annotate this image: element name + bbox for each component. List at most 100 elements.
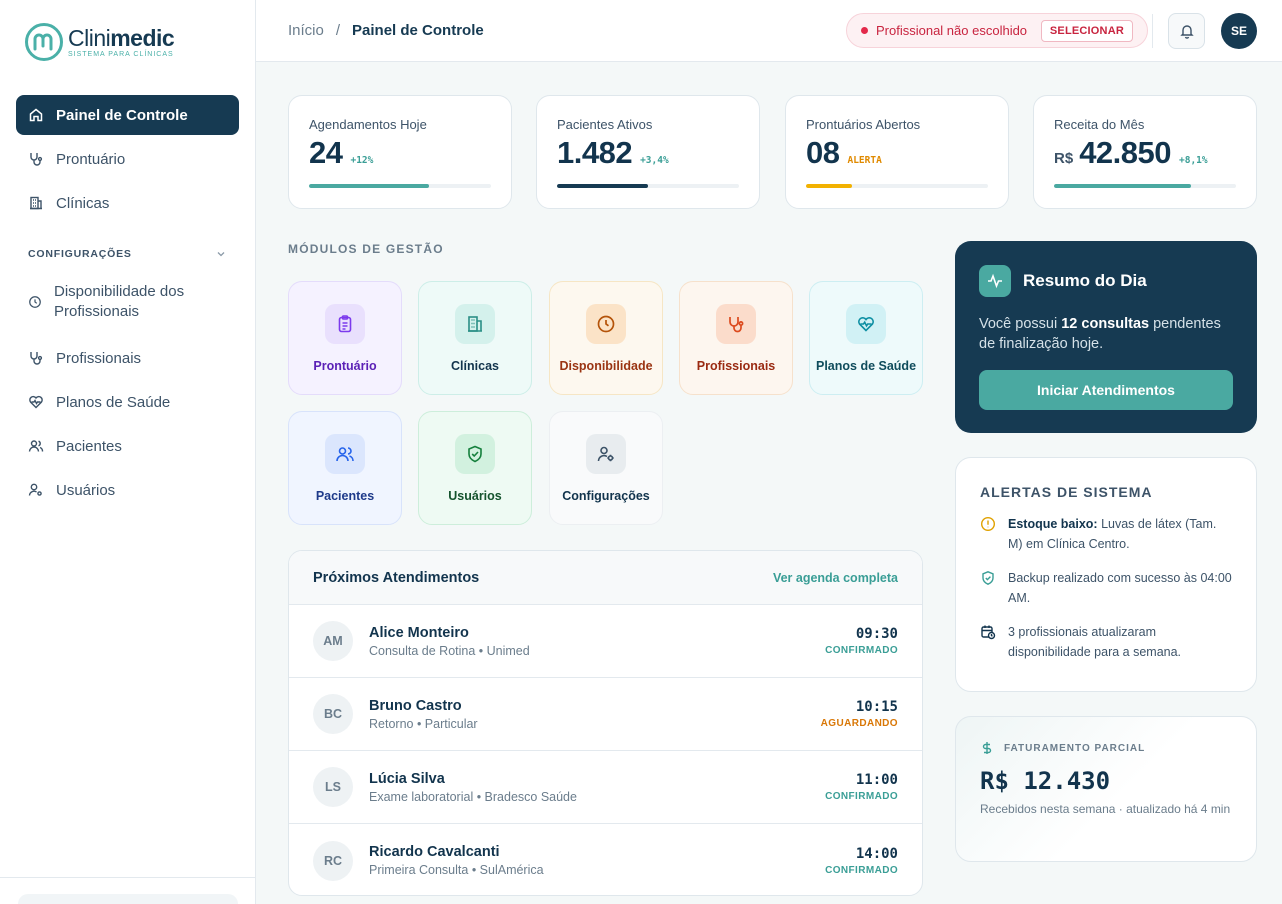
activity-icon bbox=[979, 265, 1011, 297]
status-dot-icon bbox=[861, 27, 868, 34]
module-label: Configurações bbox=[562, 489, 650, 503]
top-header: Início / Painel de Controle Profissional… bbox=[256, 0, 1282, 62]
breadcrumb-current: Painel de Controle bbox=[352, 22, 484, 39]
brand-logo[interactable]: Clinimedic SISTEMA PARA CLÍNICAS bbox=[24, 22, 175, 62]
appointment-row[interactable]: RC Ricardo Cavalcanti Primeira Consulta … bbox=[289, 824, 922, 895]
alert-item: Backup realizado com sucesso às 04:00 AM… bbox=[980, 568, 1232, 608]
appointment-time: 11:00 bbox=[855, 772, 898, 788]
daily-summary-title: Resumo do Dia bbox=[1023, 271, 1147, 290]
chevron-down-icon bbox=[217, 252, 225, 257]
module-icon-box bbox=[325, 434, 365, 474]
sidebar-item-label: Clínicas bbox=[56, 194, 110, 212]
module-profissionais[interactable]: Profissionais bbox=[679, 281, 793, 395]
professional-status-text: Profissional não escolhido bbox=[876, 23, 1028, 38]
stat-value: 42.850 bbox=[1079, 135, 1172, 170]
breadcrumb: Início / Painel de Controle bbox=[288, 22, 484, 39]
module-label: Planos de Saúde bbox=[815, 359, 917, 373]
sidebar-item-label: Pacientes bbox=[56, 437, 122, 455]
notifications-button[interactable] bbox=[1168, 13, 1205, 49]
appointment-time: 10:15 bbox=[855, 699, 898, 715]
view-full-schedule-link[interactable]: Ver agenda completa bbox=[772, 570, 898, 585]
building-icon bbox=[468, 316, 482, 332]
sidebar-footer-divider bbox=[0, 877, 256, 878]
stat-progress-fill bbox=[806, 184, 852, 188]
select-professional-button[interactable]: SELECIONAR bbox=[1040, 20, 1133, 42]
alert-circle-icon bbox=[980, 516, 996, 532]
appointment-row[interactable]: LS Lúcia Silva Exame laboratorial • Brad… bbox=[289, 751, 922, 824]
appointment-detail: Primeira Consulta • SulAmérica bbox=[369, 863, 544, 877]
logo-icon bbox=[25, 23, 63, 61]
users-icon bbox=[28, 440, 44, 452]
sidebar-item-usuarios[interactable]: Usuários bbox=[16, 470, 239, 510]
module-clinicas[interactable]: Clínicas bbox=[418, 281, 532, 395]
module-icon-box bbox=[846, 304, 886, 344]
module-pacientes[interactable]: Pacientes bbox=[288, 411, 402, 525]
breadcrumb-home[interactable]: Início bbox=[288, 22, 324, 39]
module-planos-saude[interactable]: Planos de Saúde bbox=[809, 281, 923, 395]
partial-billing-subtitle: Recebidos nesta semana · atualizado há 4… bbox=[980, 802, 1231, 816]
shield-check-icon bbox=[982, 571, 994, 585]
stat-card-pacientes: Pacientes Ativos 1.482 +3,4% bbox=[536, 95, 760, 209]
appointment-row[interactable]: BC Bruno Castro Retorno • Particular 10:… bbox=[289, 678, 922, 751]
heart-pulse-icon bbox=[29, 395, 43, 409]
stat-label: Receita do Mês bbox=[1054, 117, 1145, 132]
config-section-toggle[interactable]: CONFIGURAÇÕES bbox=[28, 248, 226, 260]
appointment-time: 14:00 bbox=[855, 845, 898, 862]
user-avatar[interactable]: SE bbox=[1221, 13, 1257, 49]
patient-avatar: BC bbox=[313, 694, 353, 734]
stat-progress-fill bbox=[309, 184, 430, 188]
appointment-time: 09:30 bbox=[855, 626, 898, 642]
stat-progress-bar bbox=[557, 184, 739, 188]
module-icon-box bbox=[586, 434, 626, 474]
module-configuracoes[interactable]: Configurações bbox=[549, 411, 663, 525]
stethoscope-icon bbox=[30, 352, 43, 365]
system-alerts-card: ALERTAS DE SISTEMA Estoque baixo: Luvas … bbox=[955, 457, 1257, 692]
stat-progress-bar bbox=[806, 184, 988, 188]
professional-status-badge: Profissional não escolhido SELECIONAR bbox=[846, 13, 1148, 48]
patient-name: Lúcia Silva bbox=[369, 770, 445, 787]
sidebar-item-clinicas[interactable]: Clínicas bbox=[16, 183, 239, 223]
clock-icon bbox=[597, 315, 615, 333]
patient-avatar: AM bbox=[313, 621, 353, 661]
sidebar-item-pacientes[interactable]: Pacientes bbox=[16, 426, 239, 466]
start-appointments-button[interactable]: Iniciar Atendimentos bbox=[979, 370, 1233, 410]
sidebar-item-disponibilidade[interactable]: Disponibilidade dos Profissionais bbox=[16, 274, 239, 330]
module-label: Disponibilidade bbox=[559, 359, 653, 373]
users-icon bbox=[336, 447, 354, 462]
module-label: Usuários bbox=[448, 489, 502, 503]
sidebar-item-planos[interactable]: Planos de Saúde bbox=[16, 382, 239, 422]
stat-card-prontuarios: Prontuários Abertos 08 ALERTA bbox=[785, 95, 1009, 209]
module-label: Profissionais bbox=[696, 359, 776, 373]
stat-label: Pacientes Ativos bbox=[557, 117, 653, 132]
stat-progress-bar bbox=[309, 184, 491, 188]
module-disponibilidade[interactable]: Disponibilidade bbox=[549, 281, 663, 395]
module-icon-box bbox=[455, 304, 495, 344]
patient-avatar: RC bbox=[313, 840, 353, 881]
clock-icon bbox=[29, 296, 41, 308]
breadcrumb-separator: / bbox=[335, 22, 341, 39]
dollar-icon bbox=[982, 742, 992, 754]
module-icon-box bbox=[716, 304, 756, 344]
appointment-detail: Exame laboratorial • Bradesco Saúde bbox=[369, 789, 577, 804]
building-icon bbox=[30, 196, 42, 210]
heart-pulse-icon bbox=[858, 317, 874, 332]
sidebar-item-painel[interactable]: Painel de Controle bbox=[16, 95, 239, 135]
stat-card-receita: Receita do Mês R$ 42.850 +8,1% bbox=[1033, 95, 1257, 209]
sidebar-footer-card[interactable] bbox=[18, 894, 238, 904]
module-icon-box bbox=[455, 434, 495, 474]
stat-delta: +3,4% bbox=[640, 155, 669, 166]
patient-name: Bruno Castro bbox=[369, 697, 462, 714]
sidebar-item-label: Disponibilidade dos Profissionais bbox=[54, 283, 185, 320]
config-nav: Disponibilidade dos Profissionais Profis… bbox=[16, 274, 239, 514]
module-prontuario[interactable]: Prontuário bbox=[288, 281, 402, 395]
module-usuarios[interactable]: Usuários bbox=[418, 411, 532, 525]
appointment-row[interactable]: AM Alice Monteiro Consulta de Rotina • U… bbox=[289, 605, 922, 678]
module-label: Clínicas bbox=[451, 359, 499, 373]
appointment-status: AGUARDANDO bbox=[820, 718, 898, 729]
brand-tagline: SISTEMA PARA CLÍNICAS bbox=[68, 51, 174, 58]
patient-avatar: LS bbox=[313, 767, 353, 807]
alert-item: 3 profissionais atualizaram disponibilid… bbox=[980, 622, 1232, 662]
appointment-status: CONFIRMADO bbox=[825, 645, 898, 656]
sidebar-item-prontuario[interactable]: Prontuário bbox=[16, 139, 239, 179]
sidebar-item-profissionais[interactable]: Profissionais bbox=[16, 338, 239, 378]
